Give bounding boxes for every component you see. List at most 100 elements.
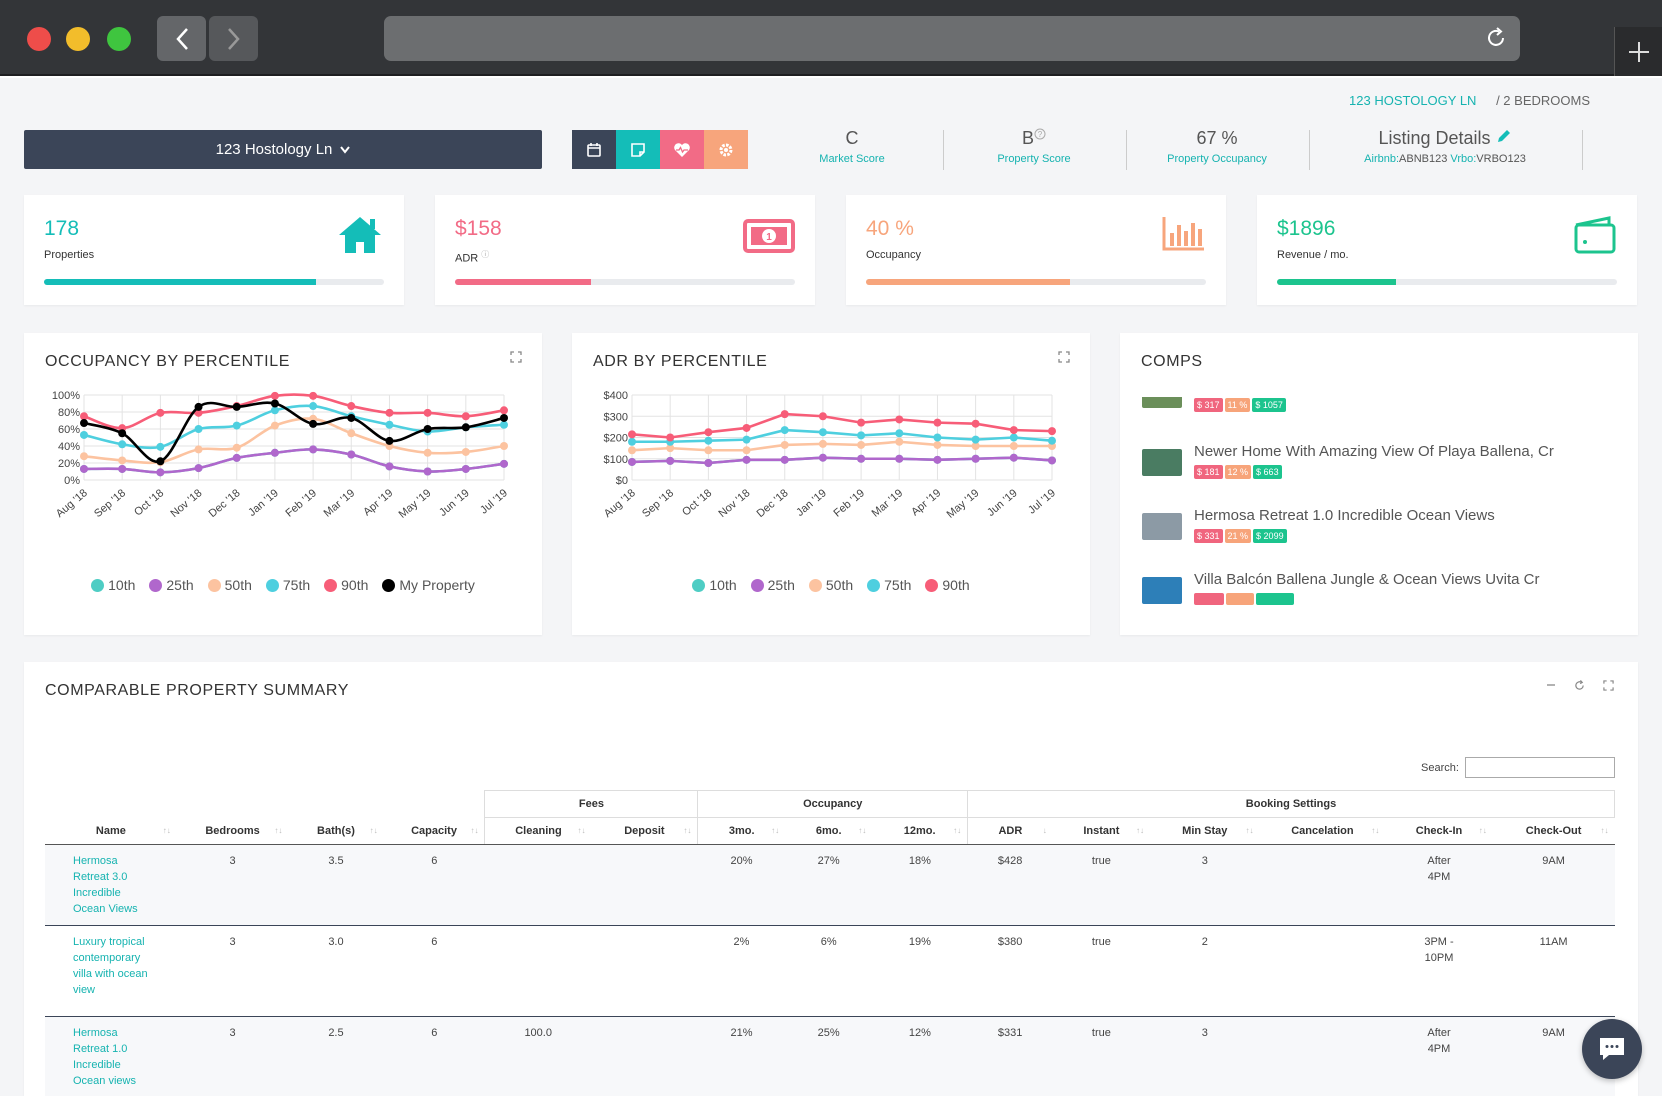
column-header[interactable]: Check-Out ↑↓ xyxy=(1492,817,1615,845)
legend-swatch xyxy=(750,578,764,592)
breadcrumb: 123 HOSTOLOGY LN / 2 BEDROOMS xyxy=(1349,93,1590,108)
breadcrumb-address-link[interactable]: 123 HOSTOLOGY LN xyxy=(1349,93,1477,108)
legend-item[interactable]: 90th xyxy=(925,577,970,593)
series-line xyxy=(631,412,1053,439)
comps-list: $ 317 11 % $ 1057 Newer Home With Amazin… xyxy=(1142,397,1622,609)
legend-label: 25th xyxy=(767,577,795,593)
back-button[interactable] xyxy=(157,16,206,61)
legend-item[interactable]: 25th xyxy=(149,577,194,593)
data-point xyxy=(780,455,789,464)
help-icon[interactable]: ? xyxy=(1034,128,1046,140)
legend-item[interactable]: 10th xyxy=(91,577,135,593)
column-header[interactable]: 12mo. ↑↓ xyxy=(872,817,968,845)
search-input[interactable] xyxy=(1465,757,1615,778)
pencil-icon[interactable] xyxy=(1496,128,1512,144)
panel-title: COMPARABLE PROPERTY SUMMARY xyxy=(45,682,349,699)
expand-icon[interactable] xyxy=(1058,351,1070,363)
name-cell[interactable]: Luxury tropical contemporary villa with … xyxy=(45,925,177,1017)
data-point xyxy=(666,444,675,453)
y-tick-label: 60% xyxy=(58,424,80,436)
expand-icon[interactable] xyxy=(1603,680,1614,691)
data-point xyxy=(385,408,394,417)
market-score-label: Market Score xyxy=(819,153,885,165)
data-point xyxy=(423,425,432,433)
x-tick-label: Feb '19 xyxy=(283,487,319,520)
legend-item[interactable]: 75th xyxy=(265,577,310,593)
plus-icon xyxy=(1628,41,1649,62)
legend-swatch xyxy=(265,578,279,592)
x-tick-label: Oct '18 xyxy=(680,487,714,518)
name-cell[interactable]: Hermosa Retreat 1.0 Incredible Ocean vie… xyxy=(45,1016,177,1096)
x-tick-label: Apr '19 xyxy=(361,487,395,518)
column-header[interactable]: Deposit ↑↓ xyxy=(591,817,698,845)
table-header: Name ↑↓ Bedrooms ↑↓ Bath(s) ↑↓ Capacity ↑↓ C… xyxy=(45,817,1615,845)
legend-item[interactable]: 50th xyxy=(808,577,853,593)
calendar-button[interactable] xyxy=(572,130,616,169)
occ6-cell: 6% xyxy=(785,925,873,1017)
close-window-button[interactable] xyxy=(27,27,51,51)
series-line xyxy=(631,440,1052,452)
data-point xyxy=(857,431,866,440)
comp-item[interactable]: Villa Balcón Ballena Jungle & Ocean View… xyxy=(1142,571,1539,605)
booking-group: Booking Settings xyxy=(967,790,1615,818)
data-point xyxy=(270,399,279,408)
stat-progress xyxy=(866,279,1206,285)
data-point xyxy=(500,442,508,450)
minimize-window-button[interactable] xyxy=(66,27,90,51)
name-cell[interactable]: Hermosa Retreat 3.0 Incredible Ocean Vie… xyxy=(45,844,177,926)
table-row: Hermosa Retreat 1.0 Incredible Ocean vie… xyxy=(45,1016,1615,1096)
column-header[interactable]: Bedrooms ↑↓ xyxy=(176,817,289,845)
legend-item[interactable]: 75th xyxy=(867,577,911,593)
column-header[interactable]: ADR ↓ xyxy=(967,817,1053,845)
minimize-icon[interactable] xyxy=(1546,680,1556,690)
column-header[interactable]: Bath(s) ↑↓ xyxy=(288,817,384,845)
maximize-window-button[interactable] xyxy=(107,27,131,51)
data-point xyxy=(628,437,636,446)
checkout-cell: 9AM xyxy=(1492,844,1615,926)
expand-icon[interactable] xyxy=(510,351,522,363)
forward-button[interactable] xyxy=(209,16,258,61)
listing-details[interactable]: Listing Details Airbnb:ABNB123 Vrbo:VRBO… xyxy=(1320,128,1570,165)
legend-item[interactable]: 50th xyxy=(207,577,252,593)
column-header[interactable]: 3mo. ↑↓ xyxy=(697,817,786,845)
chat-button[interactable] xyxy=(1582,1019,1642,1079)
reload-icon[interactable] xyxy=(1484,26,1508,50)
new-tab-button[interactable] xyxy=(1614,27,1662,76)
refresh-icon[interactable] xyxy=(1574,680,1585,691)
column-header[interactable]: Check-In ↑↓ xyxy=(1385,817,1493,845)
legend-item[interactable]: My Property xyxy=(382,577,475,593)
column-header[interactable]: Instant ↑↓ xyxy=(1052,817,1151,845)
column-header[interactable]: Min Stay ↑↓ xyxy=(1150,817,1260,845)
x-tick-label: Jun '19 xyxy=(437,487,472,519)
property-dropdown[interactable]: 123 Hostology Ln xyxy=(24,130,542,169)
address-bar[interactable] xyxy=(384,16,1520,61)
cleaning-cell xyxy=(484,844,592,926)
column-header[interactable]: Cleaning ↑↓ xyxy=(484,817,592,845)
settings-button[interactable] xyxy=(704,130,748,169)
data-point xyxy=(780,440,789,449)
adr-cell: $428 xyxy=(967,844,1053,926)
data-point xyxy=(194,425,203,433)
comparable-summary-panel: COMPARABLE PROPERTY SUMMARY Search: Fees… xyxy=(24,662,1638,1096)
adr-chart-panel: ADR BY PERCENTILE $0 $100 $200 $300 $400 Aug … xyxy=(572,333,1090,635)
series-line xyxy=(83,393,505,430)
x-tick-label: Mar '19 xyxy=(870,487,906,520)
legend-item[interactable]: 10th xyxy=(692,577,737,593)
legend-item[interactable]: 90th xyxy=(324,577,368,593)
comp-item[interactable]: Hermosa Retreat 1.0 Incredible Ocean Vie… xyxy=(1142,507,1495,543)
column-header[interactable]: 6mo. ↑↓ xyxy=(785,817,873,845)
legend-label: 90th xyxy=(942,577,970,593)
column-header[interactable]: Capacity ↑↓ xyxy=(383,817,485,845)
legend-item[interactable]: 25th xyxy=(750,577,795,593)
cancel-cell xyxy=(1259,844,1386,926)
table-group-header: Fees Occupancy Booking Settings xyxy=(45,790,1615,818)
x-tick-label: Nov '18 xyxy=(716,487,752,520)
column-header[interactable]: Cancelation ↑↓ xyxy=(1259,817,1386,845)
health-button[interactable] xyxy=(660,130,704,169)
notes-button[interactable] xyxy=(616,130,660,169)
stat-value: 40 % xyxy=(866,217,914,240)
comp-item[interactable]: $ 317 11 % $ 1057 xyxy=(1142,397,1286,412)
occupancy-badge: 11 % xyxy=(1224,398,1251,412)
column-header[interactable]: Name ↑↓ xyxy=(45,817,177,845)
comp-item[interactable]: Newer Home With Amazing View Of Playa Ba… xyxy=(1142,443,1554,479)
